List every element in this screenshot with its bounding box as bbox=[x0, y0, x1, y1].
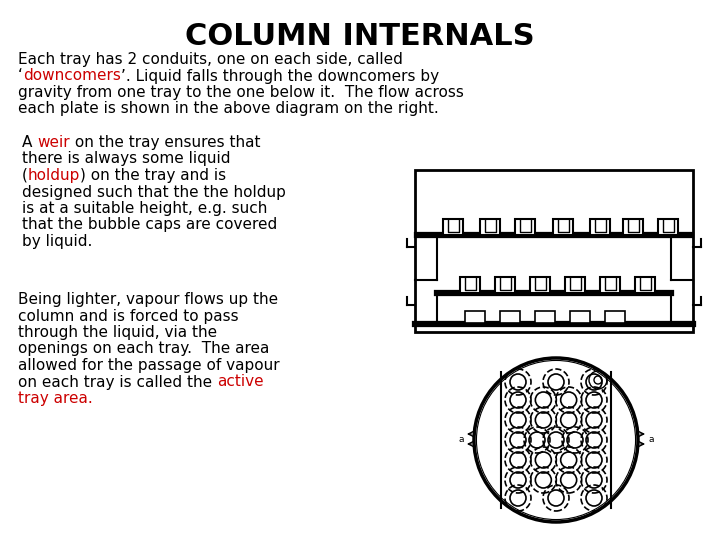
Text: ’. Liquid falls through the downcomers by: ’. Liquid falls through the downcomers b… bbox=[121, 69, 439, 84]
Text: ‘: ‘ bbox=[18, 69, 23, 84]
Text: column and is forced to pass: column and is forced to pass bbox=[18, 308, 238, 323]
Text: on each tray is called the: on each tray is called the bbox=[18, 375, 217, 389]
Text: there is always some liquid: there is always some liquid bbox=[22, 152, 230, 166]
Bar bbox=[460, 277, 480, 293]
Text: through the liquid, via the: through the liquid, via the bbox=[18, 325, 217, 340]
Bar bbox=[480, 219, 500, 235]
Bar bbox=[500, 311, 520, 323]
Bar bbox=[623, 219, 643, 235]
Text: A: A bbox=[22, 135, 37, 150]
Text: a: a bbox=[648, 435, 654, 443]
Bar bbox=[415, 170, 693, 332]
Bar bbox=[553, 219, 573, 235]
Text: weir: weir bbox=[37, 135, 70, 150]
Bar bbox=[515, 219, 535, 235]
Bar bbox=[495, 277, 515, 293]
Bar bbox=[605, 311, 625, 323]
Bar bbox=[565, 277, 585, 293]
Bar bbox=[465, 311, 485, 323]
Bar bbox=[658, 219, 678, 235]
Text: active: active bbox=[217, 375, 264, 389]
Text: allowed for the passage of vapour: allowed for the passage of vapour bbox=[18, 358, 279, 373]
Text: tray area.: tray area. bbox=[18, 391, 93, 406]
Bar bbox=[443, 219, 463, 235]
Text: Being lighter, vapour flows up the: Being lighter, vapour flows up the bbox=[18, 292, 278, 307]
Bar bbox=[590, 219, 610, 235]
Text: each plate is shown in the above diagram on the right.: each plate is shown in the above diagram… bbox=[18, 102, 438, 117]
Text: that the bubble caps are covered: that the bubble caps are covered bbox=[22, 218, 277, 233]
Bar bbox=[535, 311, 555, 323]
Text: gravity from one tray to the one below it.  The flow across: gravity from one tray to the one below i… bbox=[18, 85, 464, 100]
Text: openings on each tray.  The area: openings on each tray. The area bbox=[18, 341, 269, 356]
Text: Each tray has 2 conduits, one on each side, called: Each tray has 2 conduits, one on each si… bbox=[18, 52, 403, 67]
Bar bbox=[530, 277, 550, 293]
Text: holdup: holdup bbox=[28, 168, 80, 183]
Bar bbox=[635, 277, 655, 293]
Bar bbox=[600, 277, 620, 293]
Text: by liquid.: by liquid. bbox=[22, 234, 92, 249]
Text: on the tray ensures that: on the tray ensures that bbox=[70, 135, 261, 150]
Text: (: ( bbox=[22, 168, 28, 183]
Text: designed such that the the holdup: designed such that the the holdup bbox=[22, 185, 286, 199]
Bar bbox=[570, 311, 590, 323]
Text: COLUMN INTERNALS: COLUMN INTERNALS bbox=[185, 22, 535, 51]
Text: ) on the tray and is: ) on the tray and is bbox=[80, 168, 226, 183]
Text: is at a suitable height, e.g. such: is at a suitable height, e.g. such bbox=[22, 201, 267, 216]
Text: downcomers: downcomers bbox=[23, 69, 121, 84]
Text: a: a bbox=[458, 435, 464, 443]
